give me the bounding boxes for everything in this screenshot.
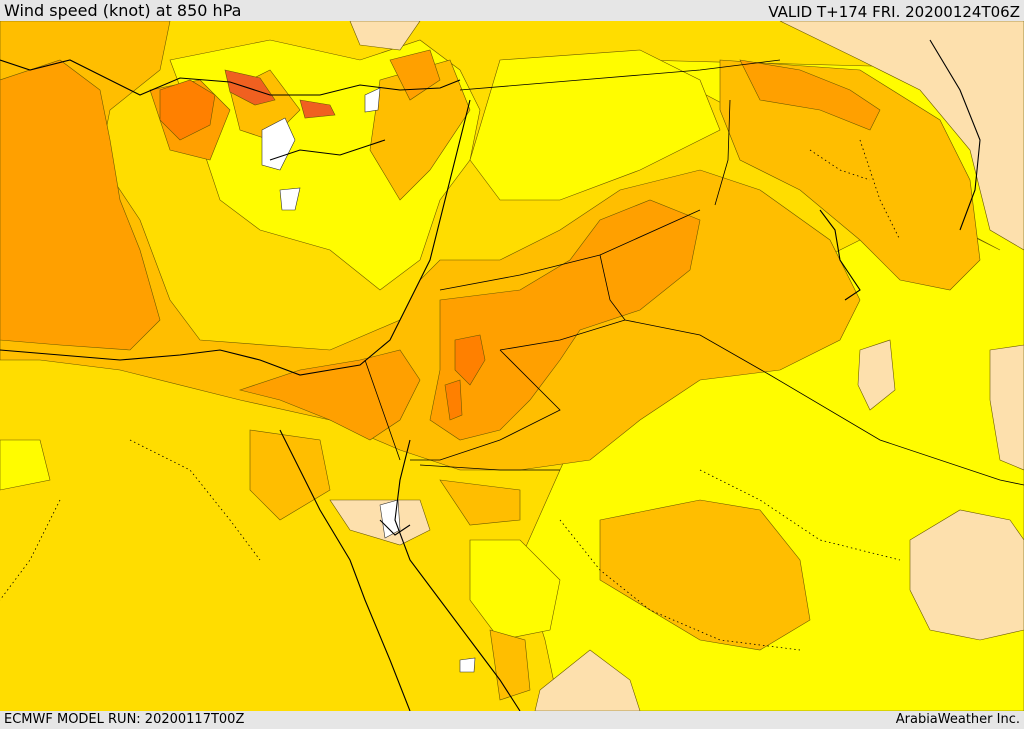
valid-time-label: VALID T+174 FRI. 20200124T06Z: [768, 3, 1020, 21]
wind-band-calm: [329, 21, 1024, 711]
coastlines: [0, 39, 981, 711]
admin-boundaries: [0, 139, 901, 651]
wind-band-extreme: [224, 69, 336, 119]
header-bar: Wind speed (knot) at 850 hPa VALID T+174…: [0, 0, 1024, 21]
wind-band-strong: [0, 49, 881, 441]
footer-bar: ECMWF MODEL RUN: 20200117T00Z ArabiaWeat…: [0, 711, 1024, 729]
wind-band-very-strong: [159, 79, 486, 421]
no-data-patches: [261, 87, 476, 673]
borders: [364, 59, 1024, 486]
wind-band-moderate: [0, 21, 981, 701]
wind-speed-map[interactable]: [0, 21, 1024, 711]
map-title: Wind speed (knot) at 850 hPa: [4, 1, 242, 20]
credit-label: ArabiaWeather Inc.: [895, 712, 1020, 727]
model-run-label: ECMWF MODEL RUN: 20200117T00Z: [4, 712, 245, 727]
